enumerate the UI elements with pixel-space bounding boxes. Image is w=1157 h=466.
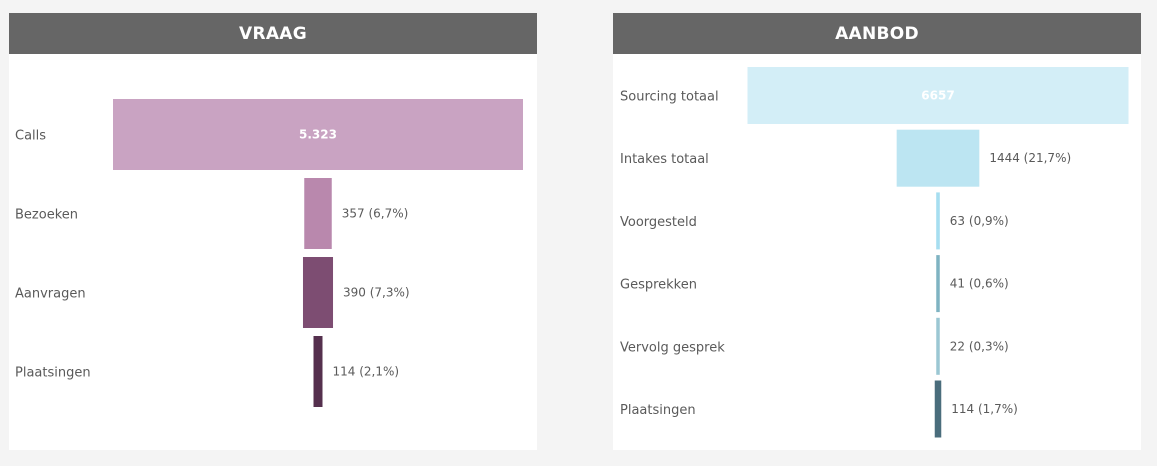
aanbod-value-label-6: 114 (1,7%) [951, 402, 1018, 416]
aanbod-category-label-6: Plaatsingen [620, 403, 696, 418]
vraag-value-label-3: 390 (7,3%) [343, 286, 410, 300]
aanbod-funnel: Sourcing totaal 6657 Intakes totaal 1444 (2… [613, 54, 1141, 450]
aanbod-bar-3 [936, 192, 940, 250]
aanbod-category-label-3: Voorgesteld [620, 215, 697, 230]
aanbod-bar-6 [934, 380, 942, 438]
aanbod-bar-2 [896, 129, 980, 187]
vraag-category-label-3: Aanvragen [15, 287, 86, 302]
vraag-value-label-4: 114 (2,1%) [333, 365, 400, 379]
aanbod-value-label-3: 63 (0,9%) [950, 214, 1009, 228]
vraag-category-label-4: Plaatsingen [15, 366, 91, 381]
vraag-panel: VRAAG Calls 5.323 Bezoeken 357 (6,7%) Aanvra… [9, 13, 537, 450]
vraag-funnel: Calls 5.323 Bezoeken 357 (6,7%) Aanvragen 390… [9, 54, 537, 450]
aanbod-bar-5 [936, 317, 940, 375]
vraag-value-label-2: 357 (6,7%) [342, 207, 409, 221]
vraag-category-label-1: Calls [15, 129, 46, 144]
aanbod-bar-1 [747, 67, 1129, 124]
vraag-value-label-1: 5.323 [299, 128, 337, 142]
vraag-bar-1 [113, 99, 523, 170]
aanbod-value-label-1: 6657 [921, 89, 954, 103]
aanbod-value-label-2: 1444 (21,7%) [989, 151, 1071, 165]
aanbod-category-label-2: Intakes totaal [620, 152, 709, 167]
vraag-bar-4 [313, 336, 323, 407]
aanbod-panel: AANBOD Sourcing totaal 6657 Intakes totaal… [613, 13, 1141, 450]
vraag-title: VRAAG [9, 13, 537, 54]
aanbod-title: AANBOD [613, 13, 1141, 54]
vraag-bar-2 [304, 178, 332, 249]
aanbod-value-label-5: 22 (0,3%) [950, 339, 1009, 353]
aanbod-category-label-1: Sourcing totaal [620, 90, 719, 105]
vraag-funnel-svg: Calls 5.323 Bezoeken 357 (6,7%) Aanvragen 390… [15, 99, 523, 407]
aanbod-bar-4 [936, 255, 940, 313]
aanbod-category-label-4: Gesprekken [620, 278, 697, 293]
aanbod-category-label-5: Vervolg gesprek [620, 340, 725, 355]
vraag-bar-3 [302, 257, 334, 328]
vraag-category-label-2: Bezoeken [15, 208, 78, 223]
aanbod-funnel-svg: Sourcing totaal 6657 Intakes totaal 1444 (2… [620, 67, 1129, 438]
aanbod-value-label-4: 41 (0,6%) [950, 277, 1009, 291]
